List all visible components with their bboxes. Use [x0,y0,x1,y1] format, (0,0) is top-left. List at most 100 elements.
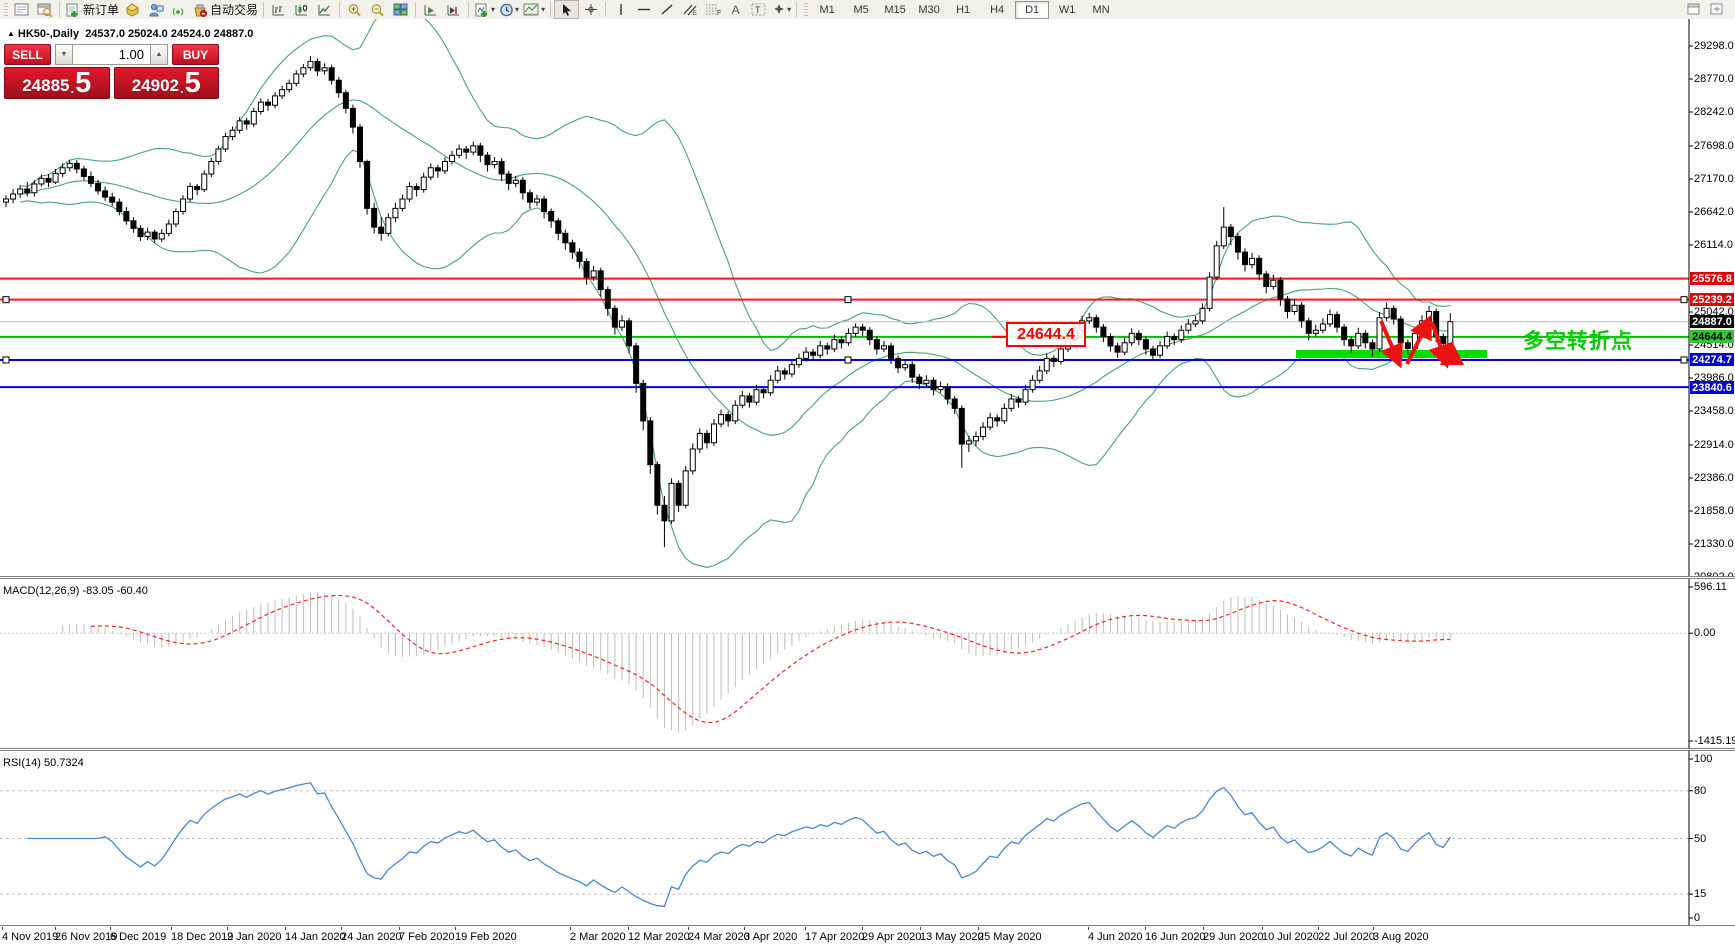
vps-icon[interactable] [144,1,167,18]
templates-dropdown-icon[interactable]: ▾ [541,5,546,14]
auto-trading-label[interactable]: 自动交易 [210,3,259,17]
volume-input[interactable]: 1.00 [73,44,150,65]
tile-windows-icon[interactable] [389,1,412,18]
channel-tool-icon[interactable]: E [678,1,701,18]
horizontal-line-tool-icon[interactable] [632,1,655,18]
vertical-line-tool-icon[interactable] [609,1,632,18]
arrows-dropdown-icon[interactable]: ▾ [787,5,792,14]
line-handle[interactable] [1680,356,1688,364]
rsi-label: RSI(14) 50.7324 [3,757,84,769]
timeframe-mn[interactable]: MN [1092,3,1110,16]
date-axis-tick [1373,927,1374,930]
price-axis-label: 26114.0 [1694,239,1733,251]
date-axis-label: 25 May 2020 [978,931,1042,943]
timeframe-w1[interactable]: W1 [1058,3,1076,16]
candlestick-chart[interactable] [0,19,1735,577]
buy-button[interactable]: BUY [172,44,219,65]
chart-title: ▲ HK50-,Daily 24537.0 25024.0 24524.0 248… [7,28,253,40]
cursor-tool-icon[interactable] [554,0,580,19]
toolbar-grip[interactable] [804,3,809,16]
crosshair-tool-icon[interactable] [579,1,602,18]
timeframe-m1[interactable]: M1 [819,3,835,16]
sell-button[interactable]: SELL [4,44,51,65]
thick-green-trendline[interactable] [1296,350,1487,358]
timeframe-m30[interactable]: M30 [918,3,940,16]
macd-axis-label: 596.11 [1694,581,1727,593]
toolbar-overflow-icon[interactable] [1706,1,1729,18]
line-handle[interactable] [2,296,10,304]
buy-price-button[interactable]: 24902. 5 [113,67,219,99]
bar-chart-mode-icon[interactable] [267,1,290,18]
line-handle[interactable] [2,356,10,364]
sell-price-button[interactable]: 24885. 5 [4,67,110,99]
line-handle[interactable] [1680,296,1688,304]
timeframe-m15[interactable]: M15 [884,3,906,16]
text-tool-icon[interactable]: A [731,2,740,17]
toolbar-separator [59,2,60,17]
timeframe-m5[interactable]: M5 [853,3,869,16]
macd-pane[interactable]: MACD(12,26,9) -83.05 -60.40 596.11 0.00 -1… [0,579,1735,749]
zoom-in-icon[interactable] [343,1,366,18]
bollinger-upper-band [20,19,1451,356]
rsi-axis-label: 80 [1694,785,1707,797]
periods-icon[interactable]: ▾ [497,1,521,18]
price-badge-25239.2: 25239.2 [1690,293,1734,306]
templates-icon[interactable]: ▾ [521,1,547,18]
text-label-tool-icon[interactable]: T [747,1,770,18]
new-order-button[interactable]: 新订单 [63,1,121,18]
macd-plot [0,579,1693,749]
candlestick-mode-icon[interactable] [290,1,313,18]
date-axis-label: 10 Jul 2020 [1262,931,1319,943]
toolbar-separator [468,2,470,17]
timeframe-h1[interactable]: H1 [956,3,971,16]
data-window-icon[interactable] [33,1,56,18]
price-callout-label[interactable]: 24644.4 [1006,322,1086,347]
auto-scroll-icon[interactable] [419,1,442,18]
timeframe-h4[interactable]: H4 [990,3,1005,16]
new-window-icon[interactable] [1683,1,1706,18]
chart-list-icon[interactable] [10,1,33,18]
date-axis-tick [227,927,228,930]
indicators-dropdown-icon[interactable]: ▾ [491,5,496,14]
red-zigzag-arrow[interactable] [1379,320,1403,369]
price-badge-23840.6: 23840.6 [1690,381,1734,394]
toolbar-grip[interactable] [4,3,8,16]
line-chart-mode-icon[interactable] [313,1,336,18]
date-axis-tick [455,927,456,930]
bollinger-middle-band [20,99,1451,436]
volume-decrease-button[interactable]: ▼ [55,44,73,65]
line-handle[interactable] [844,296,852,304]
main-chart-pane[interactable]: ▲ HK50-,Daily 24537.0 25024.0 24524.0 248… [0,19,1735,583]
date-axis-label: 3 Apr 2020 [744,931,798,943]
indicators-icon[interactable]: ▾ [472,1,497,18]
date-axis-label: 29 Apr 2020 [862,931,922,943]
pane-separator[interactable] [0,576,1735,579]
chart-expand-icon[interactable]: ▲ [7,29,15,38]
zoom-out-icon[interactable] [366,1,389,18]
rsi-pane[interactable]: RSI(14) 50.7324 100 80 50 15 0 [0,751,1735,926]
red-zigzag-arrow[interactable] [1405,314,1432,365]
new-order-label[interactable]: 新订单 [83,3,120,17]
price-axis-label: 28770.0 [1694,73,1734,85]
volume-increase-button[interactable]: ▲ [150,44,168,65]
fibonacci-tool-icon[interactable]: F [701,1,724,18]
line-handle[interactable] [844,356,852,364]
date-axis-tick [570,927,571,930]
macd-axis-label: -1415.19 [1694,735,1735,747]
metaeditor-icon[interactable] [121,1,144,18]
timeframe-d1[interactable]: D1 [1015,0,1050,19]
pane-separator[interactable] [0,748,1735,751]
pivot-note-label[interactable]: 多空转折点 [1523,330,1633,353]
rsi-axis-label: 0 [1694,912,1701,924]
date-axis-label: 13 May 2020 [920,931,984,943]
chart-ohlc-values: 24537.0 25024.0 24524.0 24887.0 [85,28,254,40]
arrows-tool-icon[interactable]: ▾ [770,1,793,18]
signals-icon[interactable] [167,1,190,18]
auto-trading-button[interactable]: 自动交易 [190,1,260,18]
periods-dropdown-icon[interactable]: ▾ [515,5,520,14]
chart-shift-icon[interactable] [442,1,465,18]
trendline-tool-icon[interactable] [655,1,678,18]
time-axis[interactable]: 4 Nov 2019 26 Nov 2019 6 Dec 2019 18 Dec 20… [0,927,1735,945]
price-axis-label: 28242.0 [1694,106,1734,118]
